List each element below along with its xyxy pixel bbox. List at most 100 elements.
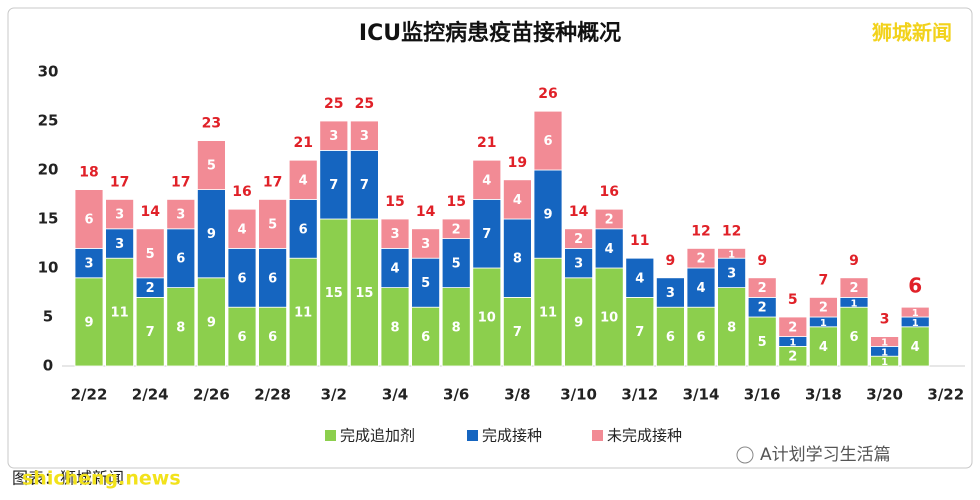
segment-label: 6 <box>268 330 277 345</box>
segment-label: 6 <box>543 134 552 149</box>
segment-label: 11 <box>294 306 312 321</box>
bar-segment <box>411 228 441 259</box>
bar-segment <box>258 198 288 249</box>
total-label: 15 <box>385 194 404 210</box>
total-label: 26 <box>538 86 557 102</box>
bar-segment <box>686 267 716 308</box>
bar-segment <box>319 149 349 220</box>
segment-label: 6 <box>421 330 430 345</box>
segment-label: 7 <box>513 325 522 340</box>
total-label: 16 <box>599 184 618 200</box>
segment-label: 2 <box>758 281 767 296</box>
footer-overlay: shicheng.news <box>22 468 181 490</box>
bar-segment <box>288 159 318 200</box>
x-tick-label: 3/14 <box>683 386 720 404</box>
total-label: 3 <box>880 312 890 328</box>
bar-segment <box>349 149 379 220</box>
bar-segment <box>809 326 838 367</box>
segment-label: 7 <box>482 227 491 242</box>
x-tick-label: 3/2 <box>321 386 347 404</box>
x-tick-label: 3/12 <box>621 386 658 404</box>
x-tick-label: 3/8 <box>504 386 530 404</box>
segment-label: 7 <box>635 325 644 340</box>
bar-segment <box>135 228 165 279</box>
segment-label: 2 <box>819 301 828 316</box>
segment-label: 9 <box>574 315 583 330</box>
bar-segment <box>594 267 624 367</box>
y-tick-label: 0 <box>43 357 53 375</box>
bar-segment <box>227 247 257 308</box>
segment-label: 2 <box>574 232 583 247</box>
segment-label: 3 <box>329 129 338 144</box>
bar-segment <box>196 277 226 367</box>
x-tick-label: 3/18 <box>805 386 842 404</box>
segment-label: 8 <box>390 320 399 335</box>
bar-segment <box>717 247 746 259</box>
segment-label: 7 <box>329 178 338 193</box>
segment-label: 6 <box>237 330 246 345</box>
bar-segment <box>349 120 379 151</box>
bar-segment <box>686 247 716 269</box>
total-label: 9 <box>849 253 859 269</box>
segment-label: 3 <box>84 257 93 272</box>
segment-label: 3 <box>727 266 736 281</box>
bar-segment <box>900 326 930 367</box>
y-tick-label: 25 <box>38 112 59 130</box>
segment-label: 1 <box>881 347 888 358</box>
bar-segment <box>349 218 379 367</box>
total-label: 14 <box>416 204 436 220</box>
bar-segment <box>411 257 441 308</box>
segment-label: 2 <box>788 350 797 365</box>
total-label: 18 <box>79 165 98 181</box>
bar-segment <box>502 218 532 298</box>
footer-left: 图表：狮城新闻 <box>12 469 124 488</box>
segment-label: 2 <box>758 301 767 316</box>
segment-label: 1 <box>820 318 827 329</box>
total-label: 19 <box>508 155 527 171</box>
total-label: 15 <box>446 194 465 210</box>
segment-label: 4 <box>390 262 399 277</box>
x-tick-label: 2/28 <box>254 386 291 404</box>
segment-label: 5 <box>421 276 430 291</box>
total-label: 17 <box>171 174 190 190</box>
bar-segment <box>594 228 624 269</box>
segment-label: 6 <box>666 330 675 345</box>
segment-label: 6 <box>268 271 277 286</box>
segment-label: 4 <box>605 242 614 257</box>
total-label: 9 <box>757 253 767 269</box>
bar-segment <box>747 316 777 367</box>
segment-label: 9 <box>207 315 216 330</box>
bar-segment <box>196 189 226 279</box>
total-label: 6 <box>908 274 922 298</box>
total-label: 9 <box>666 253 676 269</box>
bar-segment <box>166 287 196 367</box>
segment-label: 5 <box>146 247 155 262</box>
segment-label: 4 <box>482 173 491 188</box>
total-label: 7 <box>819 272 829 288</box>
segment-label: 3 <box>421 237 430 252</box>
chart-title: ICU监控病患疫苗接种概况 <box>359 20 621 46</box>
segment-label: 11 <box>111 306 129 321</box>
x-tick-label: 3/4 <box>382 386 408 404</box>
bar-segment <box>625 296 655 367</box>
bar-segment <box>564 277 593 367</box>
bar-segment <box>105 257 134 367</box>
segment-label: 6 <box>696 330 705 345</box>
segment-label: 1 <box>881 357 888 368</box>
segment-label: 3 <box>390 227 399 242</box>
total-label: 16 <box>232 184 251 200</box>
bar-segment <box>74 189 104 249</box>
x-tick-label: 2/24 <box>132 386 169 404</box>
total-label: 12 <box>691 223 710 239</box>
legend-label: 完成追加剂 <box>340 427 415 445</box>
segment-label: 15 <box>325 286 343 301</box>
total-label: 25 <box>355 96 374 112</box>
segment-label: 3 <box>360 129 369 144</box>
segment-label: 6 <box>849 330 858 345</box>
segment-label: 3 <box>574 257 583 272</box>
bar-segment <box>502 179 532 220</box>
watermark: 狮城新闻 <box>872 21 952 45</box>
segment-label: 6 <box>237 271 246 286</box>
segment-label: 8 <box>513 252 522 267</box>
